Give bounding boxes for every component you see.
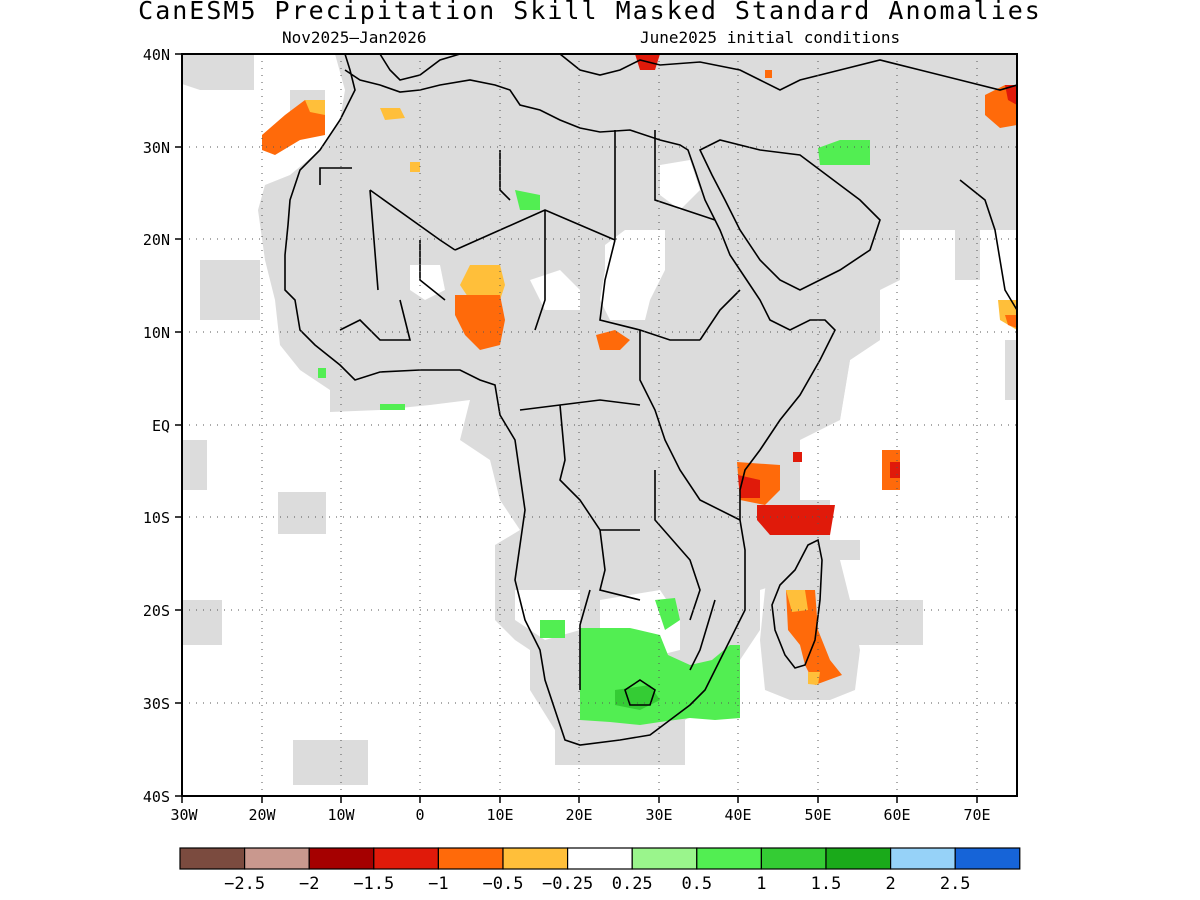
lon-label: 20E	[565, 806, 592, 824]
colorbar-swatch	[825, 847, 892, 870]
lon-label: 20W	[248, 806, 276, 824]
lon-label: 70E	[963, 806, 990, 824]
lon-label: 10W	[327, 806, 355, 824]
colorbar-swatch	[954, 847, 1021, 870]
lon-label: 30W	[170, 806, 198, 824]
colorbar-label: −0.5	[483, 874, 524, 894]
colorbar-label: −0.25	[542, 874, 593, 894]
lat-label: 30N	[143, 139, 170, 157]
forecast-period: Nov2025–Jan2026	[282, 28, 427, 47]
colorbar-swatch	[760, 847, 827, 870]
colorbar-swatch	[566, 847, 633, 870]
colorbar-swatch	[889, 847, 956, 870]
initial-conditions: June2025 initial conditions	[640, 28, 901, 47]
lon-label: 30E	[645, 806, 672, 824]
lat-label: 40N	[143, 46, 170, 64]
colorbar-label: 1	[756, 874, 766, 894]
colorbar-label: −1.5	[353, 874, 394, 894]
colorbar-swatch	[308, 847, 375, 870]
colorbar-swatch	[696, 847, 762, 870]
colorbar-label: 2	[885, 874, 895, 894]
lon-label: 40E	[724, 806, 751, 824]
lon-label: 60E	[883, 806, 910, 824]
colorbar-swatch	[631, 847, 698, 870]
lat-labels: 40N 30N 20N 10N EQ 10S 20S 30S 40S	[143, 46, 170, 806]
colorbar-swatch	[179, 847, 246, 870]
colorbar-label: −1	[428, 874, 448, 894]
chart-title: CanESM5 Precipitation Skill Masked Stand…	[138, 0, 1042, 25]
lat-label: 20S	[143, 602, 170, 620]
colorbar-swatch	[502, 847, 569, 870]
lon-labels: 30W 20W 10W 0 10E 20E 30E 40E 50E 60E 70…	[170, 806, 990, 824]
lon-label: 0	[415, 806, 424, 824]
colorbar-swatch	[244, 847, 310, 870]
colorbar-label: 2.5	[940, 874, 971, 894]
colorbar-label: −2	[299, 874, 319, 894]
colorbar: −2.5 −2 −1.5 −1 −0.5 −0.25 0.25 0.5 1 1.5 2 2.5	[179, 847, 1021, 894]
colorbar-label: 0.5	[681, 874, 712, 894]
lat-label: 40S	[143, 788, 170, 806]
lat-label: 20N	[143, 231, 170, 249]
colorbar-label: 1.5	[811, 874, 842, 894]
lat-label: 10N	[143, 324, 170, 342]
grid-lines	[182, 54, 1017, 796]
lat-label: 10S	[143, 509, 170, 527]
colorbar-label: −2.5	[224, 874, 265, 894]
map-outlines	[284, 53, 1018, 746]
axis-ticks	[175, 53, 978, 803]
lon-label: 10E	[486, 806, 513, 824]
lat-label: 30S	[143, 695, 170, 713]
colorbar-swatch	[437, 847, 504, 870]
colorbar-swatch	[373, 847, 439, 870]
lat-label: EQ	[152, 417, 170, 435]
colorbar-label: 0.25	[612, 874, 653, 894]
lon-label: 50E	[804, 806, 831, 824]
